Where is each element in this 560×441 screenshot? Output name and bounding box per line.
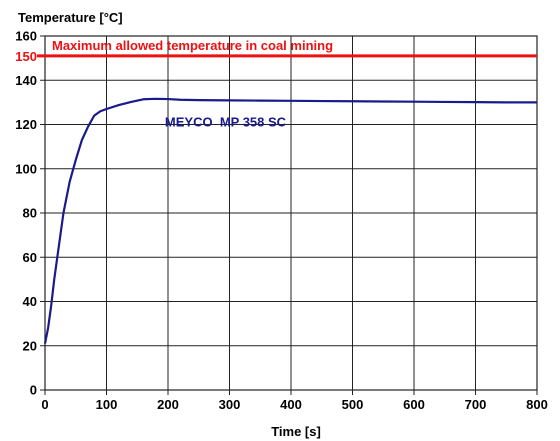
series-group: MEYCO MP 358 SC [43, 97, 537, 344]
plot-frame [44, 35, 538, 391]
y-tick-label: 100 [15, 161, 37, 176]
y-tick-label: 160 [15, 29, 37, 44]
x-tick-label: 300 [219, 397, 241, 412]
series-label: MEYCO MP 358 SC [165, 115, 287, 130]
x-tick-label: 0 [41, 397, 48, 412]
x-tick-label: 700 [465, 397, 487, 412]
x-tick-label: 600 [403, 397, 425, 412]
x-tick-label: 100 [96, 397, 118, 412]
limit-axis-label: 150 [15, 49, 37, 64]
limit-line-label: Maximum allowed temperature in coal mini… [52, 38, 333, 53]
y-tick-label: 80 [23, 206, 37, 221]
x-axis-label: Time [s] [271, 424, 321, 439]
y-tick-label: 40 [23, 294, 37, 309]
y-tick-label: 60 [23, 250, 37, 265]
y-tick-label: 120 [15, 117, 37, 132]
x-tick-label: 400 [280, 397, 302, 412]
x-tick-label: 800 [526, 397, 548, 412]
y-axis-label: Temperature [°C] [18, 10, 123, 25]
series-line [43, 97, 537, 344]
y-tick-label: 140 [15, 73, 37, 88]
grid [44, 35, 538, 391]
y-tick-label: 0 [30, 383, 37, 398]
tick-labels: 0 100 200 300 400 500 600 700 800 0 20 40 60 80 100 120… [15, 29, 548, 413]
y-tick-label: 20 [23, 338, 37, 353]
x-tick-label: 200 [157, 397, 179, 412]
reference-line-group: Maximum allowed temperature in coal mini… [15, 38, 537, 64]
x-tick-label: 500 [342, 397, 364, 412]
axes [40, 35, 538, 395]
